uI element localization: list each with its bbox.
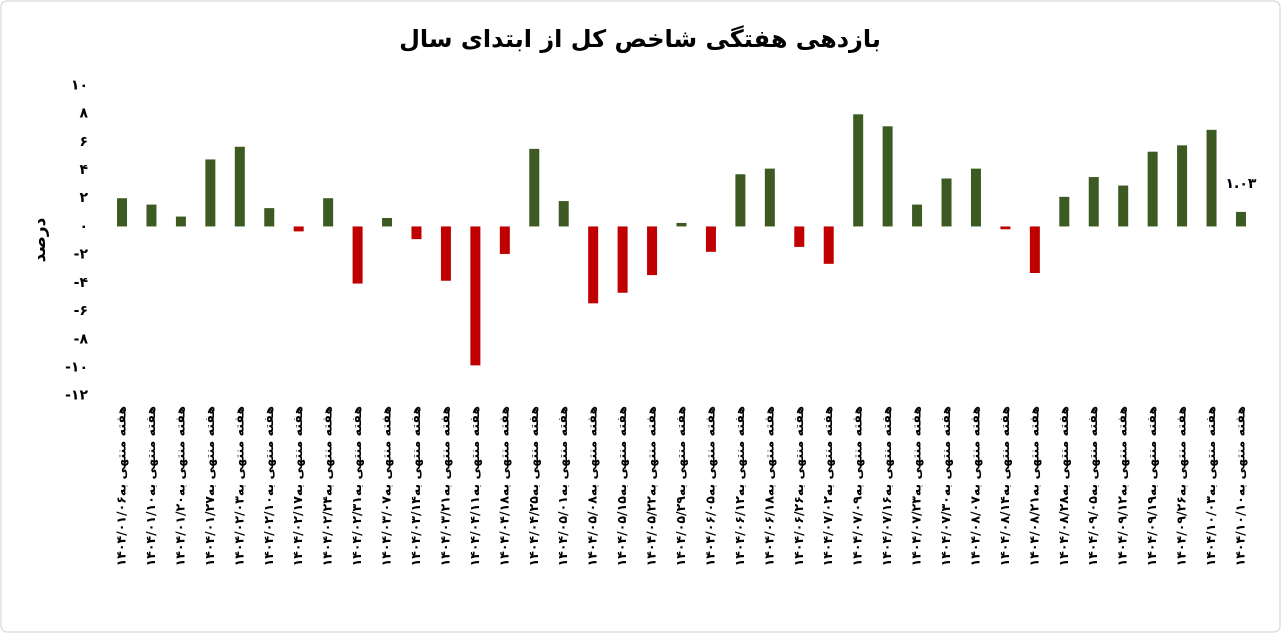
bar <box>1235 211 1246 227</box>
y-tick-label: ۸ <box>79 106 88 122</box>
x-tick-label: هفته منتهی به۱۴۰۴/۰۷/۳۰ <box>938 406 953 566</box>
bar <box>853 114 864 227</box>
y-tick-label: ۰ <box>79 218 88 234</box>
x-tick-label: هفته منتهی به۱۴۰۴/۱۰/۱۰ <box>1232 406 1247 566</box>
x-tick-label: هفته منتهی به۱۴۰۴/۰۸/۱۴ <box>997 406 1012 566</box>
x-tick-label: هفته منتهی به۱۴۰۴/۱۰/۰۳ <box>1203 406 1218 566</box>
bar <box>1147 151 1158 227</box>
y-tick-label: -۲ <box>74 247 89 263</box>
x-tick-label: هفته منتهی به۱۴۰۴/۰۴/۱۸ <box>496 406 511 566</box>
bar <box>941 178 952 227</box>
x-tick-label: هفته منتهی به۱۴۰۴/۰۸/۰۷ <box>967 406 982 566</box>
bar <box>382 217 393 227</box>
y-tick-label: ۶ <box>79 134 88 150</box>
bar <box>499 226 510 254</box>
bar <box>175 216 186 227</box>
y-tick-label: ۴ <box>79 162 88 178</box>
bar <box>912 204 923 227</box>
x-tick-label: هفته منتهی به۱۴۰۴/۰۲/۰۳ <box>231 406 246 566</box>
bar <box>705 226 716 252</box>
x-tick-label: هفته منتهی به۱۴۰۴/۰۵/۲۹ <box>673 406 688 566</box>
bar <box>882 126 893 227</box>
x-tick-label: هفته منتهی به۱۴۰۴/۰۹/۱۹ <box>1144 406 1159 566</box>
y-tick-label: -۱۰ <box>65 359 88 375</box>
bar <box>440 226 451 281</box>
bar <box>970 168 981 227</box>
bar <box>529 148 540 227</box>
y-tick-label: ۲ <box>79 190 88 206</box>
bar <box>234 146 245 227</box>
x-tick-label: هفته منتهی به۱۴۰۴/۰۴/۱۱ <box>467 406 482 566</box>
x-tick-label: هفته منتهی به۱۴۰۴/۰۸/۲۱ <box>1026 406 1041 566</box>
x-tick-label: هفته منتهی به۱۴۰۴/۰۲/۲۴ <box>320 406 335 566</box>
x-tick-label: هفته منتهی به۱۴۰۴/۰۱/۲۷ <box>202 406 217 566</box>
y-tick-label: -۴ <box>74 275 89 291</box>
bar <box>352 226 363 284</box>
bar <box>323 198 334 227</box>
x-tick-label: هفته منتهی به۱۴۰۴/۰۵/۲۲ <box>644 406 659 566</box>
bar <box>794 226 805 247</box>
x-tick-label: هفته منتهی به۱۴۰۴/۰۳/۲۱ <box>437 406 452 566</box>
x-tick-label: هفته منتهی به۱۴۰۴/۰۶/۱۲ <box>732 406 747 566</box>
bar <box>588 226 599 304</box>
x-tick-label: هفته منتهی به۱۴۰۴/۰۵/۰۱ <box>555 406 570 566</box>
y-tick-label: -۶ <box>74 303 88 319</box>
x-tick-label: هفته منتهی به۱۴۰۴/۰۱/۲۰ <box>172 406 187 566</box>
bar <box>617 226 628 293</box>
chart-title: بازدهی هفتگی شاخص کل از ابتدای سال <box>399 25 881 53</box>
x-tick-label: هفته منتهی به۱۴۰۴/۰۱/۱۰ <box>143 406 158 566</box>
bar <box>764 168 775 227</box>
bar <box>264 208 275 227</box>
bar <box>205 159 216 227</box>
x-tick-label: هفته منتهی به۱۴۰۴/۰۲/۱۷ <box>290 406 305 566</box>
x-tick-label: هفته منتهی به۱۴۰۴/۰۷/۰۹ <box>850 406 865 566</box>
x-tick-label: هفته منتهی به۱۴۰۴/۰۲/۳۱ <box>349 406 364 566</box>
x-tick-label: هفته منتهی به۱۴۰۴/۰۸/۲۸ <box>1056 406 1071 566</box>
x-tick-label: هفته منتهی به۱۴۰۴/۰۶/۲۶ <box>791 406 806 566</box>
bar <box>823 226 834 264</box>
bar <box>647 226 658 276</box>
y-axis-label: درصد <box>30 217 50 262</box>
x-tick-label: هفته منتهی به۱۴۰۴/۰۷/۱۶ <box>879 406 894 566</box>
bar <box>1206 129 1217 227</box>
bar <box>1059 196 1070 227</box>
x-tick-label: هفته منتهی به۱۴۰۴/۰۶/۱۸ <box>761 406 776 566</box>
x-tick-label: هفته منتهی به۱۴۰۴/۰۲/۱۰ <box>261 406 276 566</box>
x-tick-label: هفته منتهی به۱۴۰۴/۰۴/۲۵ <box>526 406 541 566</box>
x-tick-label: هفته منتهی به۱۴۰۴/۰۹/۰۵ <box>1085 406 1100 566</box>
x-tick-label: هفته منتهی به۱۴۰۴/۰۱/۰۶ <box>114 406 129 566</box>
x-tick-label: هفته منتهی به۱۴۰۴/۰۳/۰۷ <box>379 406 394 566</box>
x-tick-label: هفته منتهی به۱۴۰۴/۰۹/۱۲ <box>1115 406 1130 566</box>
y-tick-label: -۱۲ <box>65 388 88 404</box>
bar <box>411 226 422 240</box>
data-label: ۱.۰۳ <box>1226 176 1257 192</box>
x-tick-label: هفته منتهی به۱۴۰۴/۰۵/۱۵ <box>614 406 629 566</box>
bar <box>146 204 157 227</box>
x-tick-label: هفته منتهی به۱۴۰۴/۰۳/۱۴ <box>408 406 423 566</box>
bar <box>470 226 481 366</box>
bar <box>117 198 128 227</box>
y-tick-label: -۸ <box>74 331 89 347</box>
x-tick-label: هفته منتهی به۱۴۰۴/۰۵/۰۸ <box>585 406 600 566</box>
y-tick-label: ۱۰ <box>71 77 88 93</box>
x-tick-label: هفته منتهی به۱۴۰۴/۰۹/۲۶ <box>1174 406 1189 566</box>
x-tick-label: هفته منتهی به۱۴۰۴/۰۷/۰۲ <box>820 406 835 566</box>
bar <box>1000 226 1011 230</box>
bar <box>676 222 687 227</box>
bar <box>1029 226 1040 273</box>
bar <box>293 226 304 232</box>
x-tick-label: هفته منتهی به۱۴۰۴/۰۶/۰۵ <box>702 406 717 566</box>
bar <box>1088 177 1099 227</box>
bar <box>735 174 746 227</box>
bar <box>1177 145 1188 227</box>
bar <box>1118 185 1129 227</box>
x-tick-label: هفته منتهی به۱۴۰۴/۰۷/۲۳ <box>909 406 924 566</box>
bar <box>558 201 569 227</box>
